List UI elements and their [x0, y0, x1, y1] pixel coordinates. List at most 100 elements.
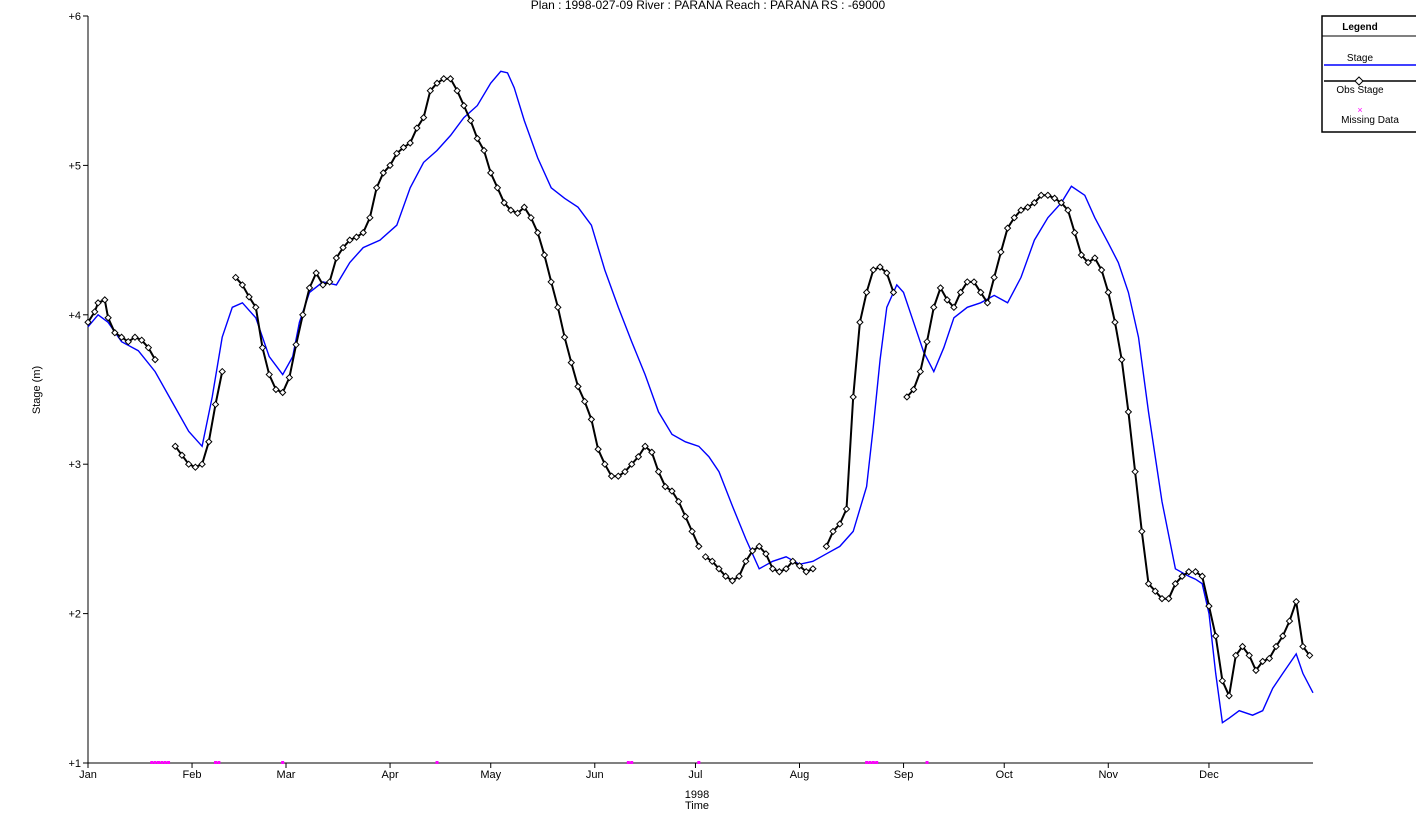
obs-stage-point [581, 397, 589, 406]
obs-stage-point [480, 146, 488, 155]
obs-stage-point [366, 213, 374, 222]
legend: Legend Stage Obs Stage × Missing Data [1321, 15, 1416, 133]
obs-stage-point [1279, 632, 1287, 640]
obs-stage-point [775, 568, 784, 576]
obs-stage-point [252, 303, 260, 312]
x-tick-label: Jul [688, 769, 702, 781]
obs-stage-point [607, 472, 616, 480]
obs-stage-point [1144, 580, 1153, 588]
obs-stage-point [339, 243, 347, 252]
obs-stage-point [453, 86, 461, 95]
obs-stage-point [1044, 191, 1052, 199]
missing-data-point [153, 761, 157, 764]
obs-stage-point [131, 333, 139, 341]
obs-stage-point [1084, 258, 1092, 267]
obs-stage-point [822, 542, 831, 551]
missing-data-markers [150, 761, 929, 764]
x-tick-label: Apr [381, 769, 398, 781]
y-tick-label: +1 [68, 758, 81, 770]
obs-stage-line [234, 77, 700, 547]
obs-stage-point [84, 318, 92, 326]
obs-stage-point [299, 311, 307, 319]
missing-data-point [160, 761, 164, 764]
obs-stage-point [983, 299, 992, 307]
obs-stage-point [1238, 642, 1247, 651]
obs-stage-point [601, 460, 609, 468]
obs-stage-point [265, 370, 273, 379]
year-label: 1998 [685, 789, 709, 801]
obs-stage-point [728, 577, 737, 585]
obs-stage-point [1111, 318, 1119, 326]
legend-box [1321, 15, 1416, 133]
obs-stage-point [1185, 568, 1193, 576]
obs-stage-point [245, 293, 253, 301]
obs-stage-point [372, 184, 381, 192]
obs-stage-point [238, 281, 247, 289]
obs-stage-point [101, 296, 109, 304]
obs-stage-point [889, 288, 898, 297]
obs-stage-point [460, 101, 468, 110]
legend-stage-label: Stage [1347, 53, 1374, 64]
missing-data-point [214, 761, 218, 764]
obs-stage-point [997, 248, 1005, 256]
legend-missing-marker: × [1357, 105, 1362, 115]
x-tick-label: Nov [1098, 769, 1118, 781]
obs-stage-point [950, 303, 958, 312]
obs-stage-point [413, 124, 421, 132]
legend-obs-marker [1354, 76, 1364, 86]
obs-stage-point [117, 333, 126, 341]
obs-stage-point [1017, 206, 1025, 214]
obs-stage-point [1037, 191, 1045, 199]
missing-data-point [626, 761, 630, 764]
obs-stage-point [272, 385, 280, 394]
legend-missing-label: Missing Data [1341, 115, 1399, 126]
obs-stage-point [1077, 251, 1086, 259]
obs-stage-point [191, 463, 200, 471]
missing-data-point [925, 761, 929, 764]
obs-stage-point [560, 333, 569, 341]
y-axis-label: Stage (m) [31, 366, 43, 414]
y-tick-label: +6 [68, 11, 81, 23]
x-axis-label: Time [685, 800, 709, 812]
obs-stage-point [789, 557, 797, 566]
obs-stage-point [406, 139, 414, 147]
obs-stage-point [513, 209, 522, 217]
x-tick-label: Jan [79, 769, 97, 781]
obs-stage-point [1258, 657, 1267, 666]
obs-stage-point [829, 527, 837, 536]
obs-stage-point [466, 116, 475, 125]
missing-data-point [281, 761, 285, 764]
obs-stage-point [534, 228, 542, 237]
obs-stage-point [849, 393, 857, 401]
missing-data-point [435, 761, 439, 764]
obs-stage-point [91, 308, 99, 316]
obs-stage-point [614, 472, 622, 480]
obs-stage-point [802, 568, 810, 576]
obs-stage-point [1131, 467, 1139, 476]
obs-stage-point [721, 572, 730, 580]
obs-stage-point [836, 520, 844, 528]
x-tick-label: Sep [894, 769, 914, 781]
x-tick-label: Feb [183, 769, 202, 781]
obs-stage-point [554, 303, 562, 312]
x-tick-label: Jun [586, 769, 604, 781]
obs-stage-point [487, 169, 495, 177]
obs-stage-point [507, 206, 515, 214]
obs-stage-point [1050, 194, 1059, 202]
obs-stage-point [386, 161, 394, 170]
stage-series [87, 70, 1314, 724]
obs-stage-point [970, 278, 978, 286]
missing-data-point [865, 761, 869, 764]
x-tick-label: May [480, 769, 501, 781]
obs-stage-point [319, 281, 327, 289]
obs-stage-line [87, 298, 156, 361]
obs-stage-line [704, 545, 814, 582]
obs-stage-point [171, 442, 179, 450]
obs-stage-point [1205, 602, 1213, 610]
obs-stage-point [634, 453, 643, 461]
obs-stage-point [1225, 692, 1233, 700]
obs-stage-point [184, 460, 193, 468]
obs-stage-point [923, 337, 931, 346]
obs-stage-point [1299, 642, 1307, 651]
obs-stage-point [198, 460, 206, 468]
